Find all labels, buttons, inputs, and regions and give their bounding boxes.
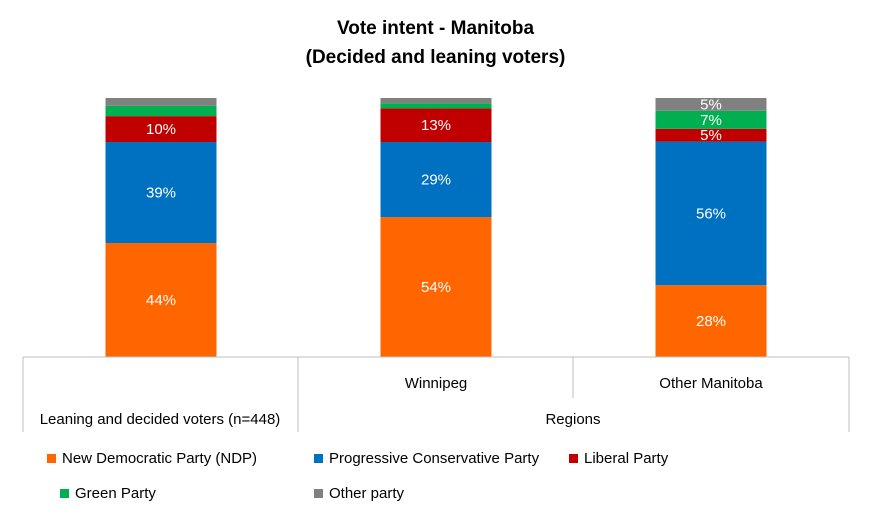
- legend-label-liberal: Liberal Party: [584, 450, 669, 467]
- data-label-0-1: 39%: [146, 185, 176, 202]
- legend-swatch-green: [60, 489, 69, 498]
- bar-segment-2-3: [655, 110, 767, 129]
- legend-item-ndp: New Democratic Party (NDP): [47, 450, 257, 467]
- bar-segment-0-2: [105, 116, 217, 143]
- legend-label-green: Green Party: [75, 485, 156, 502]
- legend-item-liberal: Liberal Party: [569, 450, 668, 467]
- bar-segment-2-2: [655, 128, 767, 142]
- chart-title-line1: Vote intent - Manitoba: [336, 18, 535, 39]
- bar-segment-2-0: [655, 285, 767, 357]
- legend-swatch-pc: [314, 454, 323, 463]
- legend-item-other: Other party: [314, 485, 404, 502]
- data-label-2-1: 56%: [696, 205, 726, 222]
- data-label-0-0: 44%: [146, 292, 176, 309]
- legend-label-ndp: New Democratic Party (NDP): [62, 450, 258, 467]
- data-label-2-2: 5%: [700, 127, 722, 144]
- bar-segment-2-1: [655, 141, 767, 286]
- chart-title-line2: (Decided and leaning voters): [305, 47, 566, 68]
- bar-segment-1-4: [380, 98, 492, 104]
- bar-segment-0-4: [105, 98, 217, 106]
- data-label-1-1: 29%: [421, 172, 451, 189]
- data-label-0-2: 10%: [146, 121, 176, 138]
- data-label-2-3: 7%: [700, 112, 722, 129]
- legend-item-green: Green Party: [60, 485, 156, 502]
- bar-segment-1-0: [380, 217, 492, 357]
- legend-swatch-liberal: [569, 454, 578, 463]
- bar-segment-2-4: [655, 98, 767, 111]
- chart-title: Vote intent - Manitoba (Decided and lean…: [0, 14, 871, 72]
- stacked-bar-chart: 44% 39% 10% 54% 29% 13% 28% 56% 5%7%5% Winnipeg Ot…: [22, 96, 850, 432]
- bar-segment-1-1: [380, 142, 492, 218]
- legend-label-pc: Progressive Conservative Party: [329, 450, 540, 467]
- category-label-2: Other Manitoba: [659, 375, 763, 392]
- legend-item-pc: Progressive Conservative Party: [314, 450, 539, 467]
- legend-swatch-ndp: [47, 454, 56, 463]
- data-label-1-0: 54%: [421, 279, 451, 296]
- group-label-1: Regions: [545, 411, 600, 428]
- bar-segment-0-3: [105, 105, 217, 117]
- data-label-2-4: 5%: [700, 96, 722, 113]
- data-label-2-0: 28%: [696, 313, 726, 330]
- bar-segment-0-1: [105, 142, 217, 244]
- bar-segment-1-3: [380, 103, 492, 109]
- legend-label-other: Other party: [329, 485, 405, 502]
- bar-segment-1-2: [380, 108, 492, 143]
- bar-segment-0-0: [105, 243, 217, 357]
- data-label-1-2: 13%: [421, 117, 451, 134]
- group-label-0: Leaning and decided voters (n=448): [40, 411, 281, 428]
- legend-swatch-other: [314, 489, 323, 498]
- category-label-1: Winnipeg: [405, 375, 468, 392]
